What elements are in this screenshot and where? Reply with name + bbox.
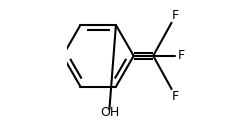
Text: F: F bbox=[172, 9, 179, 22]
Text: OH: OH bbox=[100, 106, 119, 119]
Text: F: F bbox=[177, 49, 185, 62]
Text: F: F bbox=[172, 90, 179, 103]
